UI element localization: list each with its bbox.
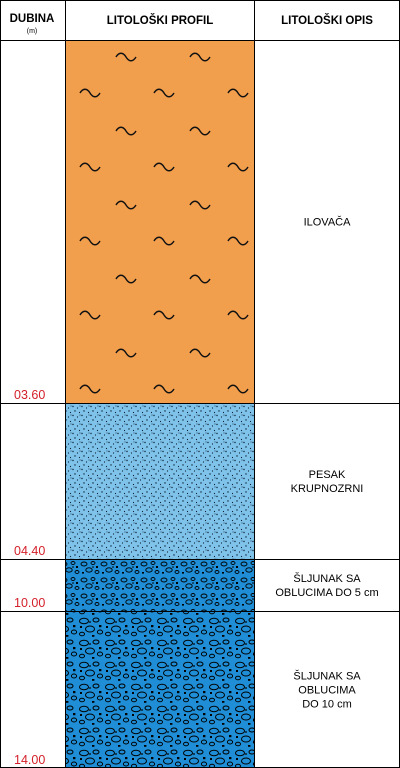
layer-2-description-line: KRUPNOZRNI [291, 483, 364, 495]
layer-2-description-line: PESAK [309, 469, 346, 481]
layer-4-description-line: ŠLJUNAK SA [293, 670, 361, 683]
layer-3-description-line: ŠLJUNAK SA [293, 572, 361, 585]
layer-3-pattern [65, 559, 254, 611]
layer-4-description-line: DO 10 cm [302, 699, 352, 711]
layer-1-description-line: ILOVAČA [304, 216, 352, 229]
layer-4-description-line: OBLUCIMA [298, 685, 356, 697]
header-row: DUBINA (m) LITOLOŠKI PROFIL LITOLOŠKI OP… [10, 13, 374, 35]
depth-unit: (m) [27, 28, 38, 35]
layer-3-depth-label: 10.00 [14, 596, 45, 610]
layer-2-depth-label: 04.40 [14, 544, 45, 558]
layer-1-depth-label: 03.60 [14, 388, 45, 402]
layer-annotations: 03.60 ILOVAČA 04.40 PESAK KRUPNOZRNI 10.00 ŠLJ… [0, 216, 400, 767]
profile-title: LITOLOŠKI PROFIL [107, 14, 213, 27]
layer-4-pattern [65, 611, 254, 768]
layer-2-pattern [65, 403, 254, 559]
layer-1-pattern [65, 40, 254, 403]
layer-fills [65, 40, 254, 768]
layer-4-depth-label: 14.00 [14, 753, 45, 767]
layer-3-description-line: OBLUCIMA DO 5 cm [275, 587, 378, 599]
depth-title: DUBINA [10, 13, 55, 25]
description-title: LITOLOŠKI OPIS [281, 14, 373, 27]
